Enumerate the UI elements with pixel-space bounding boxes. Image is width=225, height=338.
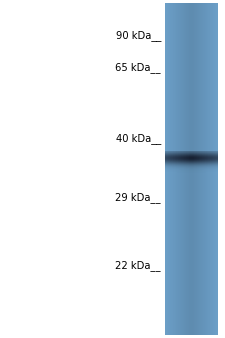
Text: 40 kDa__: 40 kDa__ — [116, 133, 161, 144]
Text: 90 kDa__: 90 kDa__ — [115, 30, 161, 41]
Text: 22 kDa__: 22 kDa__ — [115, 260, 161, 271]
Text: 29 kDa__: 29 kDa__ — [115, 192, 161, 203]
Text: 65 kDa__: 65 kDa__ — [115, 62, 161, 73]
